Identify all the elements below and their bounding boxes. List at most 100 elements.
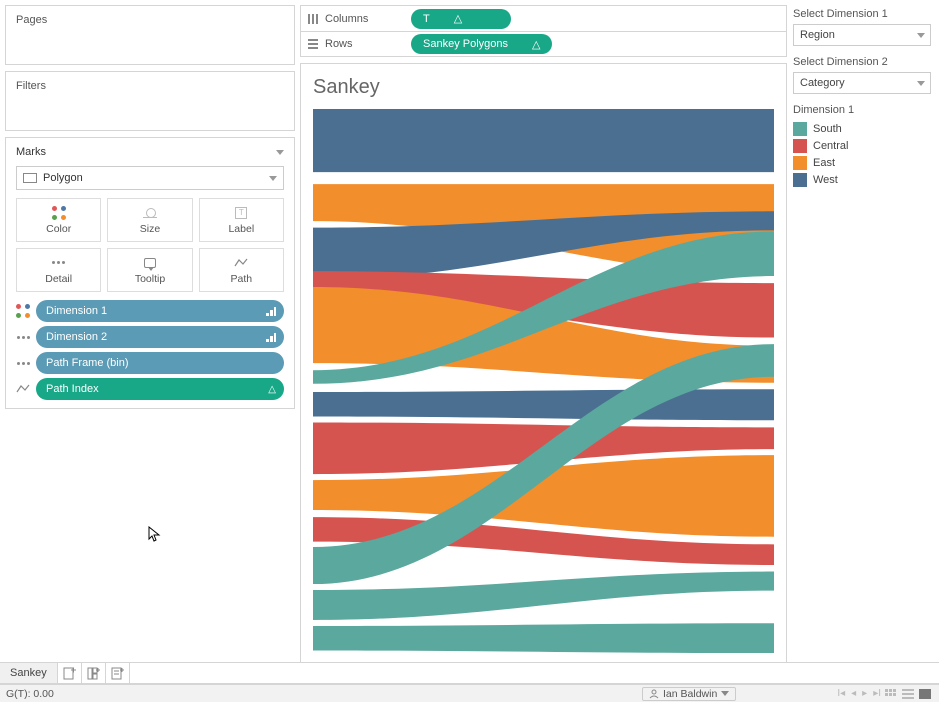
rows-shelf[interactable]: Rows Sankey Polygons △ [300, 31, 787, 57]
legend-swatch [793, 139, 807, 153]
marks-pill[interactable]: Path Index △ [36, 378, 284, 400]
rows-icon [307, 38, 319, 50]
marks-pill-row: Dimension 1 [16, 300, 284, 322]
list-view-icon[interactable] [902, 689, 916, 699]
marks-card-menu-icon[interactable] [276, 150, 284, 155]
rows-pill-label: Sankey Polygons [423, 38, 508, 50]
marks-card: Marks Polygon Color Size T Lab [5, 137, 295, 409]
path-icon [16, 384, 30, 394]
nav-first-icon[interactable]: I◂ [836, 688, 846, 699]
rows-pill[interactable]: Sankey Polygons △ [411, 34, 552, 54]
param1-label: Select Dimension 1 [793, 8, 931, 20]
viz-panel: Sankey [300, 63, 787, 666]
sankey-band[interactable] [313, 623, 774, 653]
legend-item[interactable]: South [793, 122, 931, 136]
detail-label: Detail [45, 273, 72, 285]
columns-shelf[interactable]: Columns T △ [300, 5, 787, 31]
delta-icon: △ [454, 12, 462, 25]
legend-item[interactable]: West [793, 173, 931, 187]
sort-icon [266, 332, 276, 342]
user-menu[interactable]: Ian Baldwin [642, 687, 736, 701]
sheet-tabs-bar: Sankey [0, 662, 939, 684]
columns-label: Columns [325, 13, 368, 25]
pages-title: Pages [6, 6, 294, 34]
filters-title: Filters [6, 72, 294, 100]
new-worksheet-button[interactable] [58, 663, 82, 683]
label-shelf-button[interactable]: T Label [199, 198, 284, 242]
marks-title: Marks [16, 146, 46, 158]
marks-pill[interactable]: Dimension 1 [36, 300, 284, 322]
param1-value: Region [800, 29, 835, 41]
sankey-band[interactable] [313, 389, 774, 420]
pages-shelf[interactable]: Pages [5, 5, 295, 65]
detail-shelf-button[interactable]: Detail [16, 248, 101, 292]
color-label: Color [46, 223, 71, 235]
mark-type-value: Polygon [43, 172, 83, 184]
sheet-tab-sankey[interactable]: Sankey [0, 663, 58, 683]
nav-last-icon[interactable]: ▸I [872, 688, 882, 699]
chevron-down-icon [721, 691, 729, 696]
param2-value: Category [800, 77, 845, 89]
rows-label: Rows [325, 38, 353, 50]
legend-title: Dimension 1 [793, 104, 931, 116]
status-left-text: G(T): 0.00 [6, 688, 54, 700]
delta-icon: △ [532, 38, 540, 51]
user-name: Ian Baldwin [663, 688, 717, 700]
new-dashboard-button[interactable] [82, 663, 106, 683]
detail-icon [17, 336, 30, 339]
center-area: Columns T △ Rows Sankey Polygons △ Sanke… [300, 0, 787, 660]
marks-pill-row: Dimension 2 [16, 326, 284, 348]
new-story-button[interactable] [106, 663, 130, 683]
legend-item[interactable]: Central [793, 139, 931, 153]
sankey-chart[interactable] [313, 109, 774, 653]
param1-block: Select Dimension 1 Region [793, 8, 931, 46]
viz-title: Sankey [313, 76, 774, 99]
legend-label: West [813, 174, 838, 186]
param1-dropdown[interactable]: Region [793, 24, 931, 46]
nav-next-icon[interactable]: ▸ [861, 688, 868, 699]
nav-prev-icon[interactable]: ◂ [850, 688, 857, 699]
user-icon [649, 689, 659, 699]
marks-pill[interactable]: Dimension 2 [36, 326, 284, 348]
tab-label: Sankey [10, 667, 47, 679]
pill-label: Dimension 1 [46, 305, 107, 317]
filters-shelf[interactable]: Filters [5, 71, 295, 131]
marks-pill[interactable]: Path Frame (bin) [36, 352, 284, 374]
path-label: Path [231, 273, 253, 285]
detail-icon [52, 261, 65, 264]
param2-block: Select Dimension 2 Category [793, 56, 931, 94]
tooltip-shelf-button[interactable]: Tooltip [107, 248, 192, 292]
marks-pill-row: Path Index △ [16, 378, 284, 400]
film-view-icon[interactable] [919, 689, 933, 699]
columns-icon [307, 13, 319, 25]
sort-icon [266, 306, 276, 316]
pill-label: Dimension 2 [46, 331, 107, 343]
size-label: Size [140, 223, 160, 235]
path-shelf-button[interactable]: Path [199, 248, 284, 292]
marks-pill-list: Dimension 1 Dimension 2 Path Frame (bin) Pa… [6, 292, 294, 400]
delta-icon: △ [268, 384, 276, 395]
right-sidebar: Select Dimension 1 Region Select Dimensi… [787, 0, 939, 660]
columns-pill[interactable]: T △ [411, 9, 511, 29]
param2-dropdown[interactable]: Category [793, 72, 931, 94]
pill-label: Path Index [46, 383, 99, 395]
path-icon [234, 258, 248, 268]
color-shelf-button[interactable]: Color [16, 198, 101, 242]
sankey-band[interactable] [313, 572, 774, 620]
label-icon: T [235, 207, 247, 219]
tooltip-icon [144, 258, 156, 268]
legend-item[interactable]: East [793, 156, 931, 170]
size-shelf-button[interactable]: Size [107, 198, 192, 242]
chevron-down-icon [269, 176, 277, 181]
marks-pill-row: Path Frame (bin) [16, 352, 284, 374]
sankey-band[interactable] [313, 109, 774, 172]
chevron-down-icon [917, 81, 925, 86]
grid-view-icon[interactable] [885, 689, 899, 699]
detail-icon [17, 362, 30, 365]
color-legend: Dimension 1 South Central East West [793, 104, 931, 190]
legend-label: East [813, 157, 835, 169]
polygon-icon [23, 173, 37, 183]
size-icon [143, 208, 157, 218]
param2-label: Select Dimension 2 [793, 56, 931, 68]
mark-type-dropdown[interactable]: Polygon [16, 166, 284, 190]
